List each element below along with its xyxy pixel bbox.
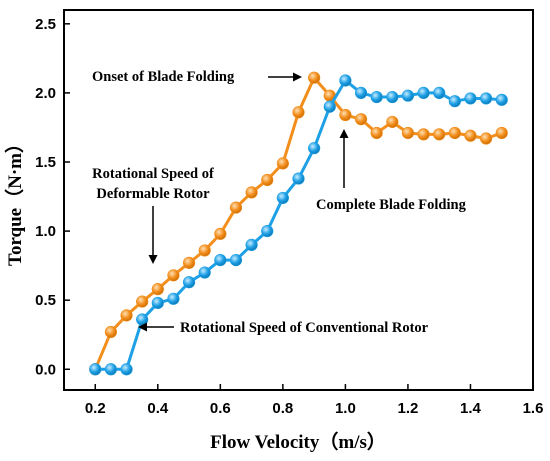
data-point-deformable: [480, 132, 493, 145]
data-point-deformable: [354, 113, 368, 126]
data-point-conventional: [214, 254, 227, 267]
data-point-deformable: [417, 128, 430, 141]
data-point-conventional: [151, 296, 164, 310]
x-tick-label: 1.2: [398, 400, 419, 417]
data-point-conventional: [308, 142, 321, 155]
data-point-conventional: [120, 363, 133, 376]
data-point-deformable: [261, 173, 274, 187]
data-point-deformable: [292, 106, 305, 119]
data-point-deformable: [214, 227, 227, 240]
y-tick-label: 2.5: [35, 16, 56, 33]
data-point-conventional: [339, 74, 352, 87]
annotation-complete-blade-folding: Complete Blade Folding: [316, 197, 467, 213]
y-tick-label: 0.0: [35, 361, 56, 378]
y-tick-label: 0.5: [35, 292, 56, 309]
x-tick-label: 1.0: [335, 400, 356, 417]
y-tick-label: 2.0: [35, 85, 56, 102]
data-point-conventional: [245, 238, 258, 252]
data-point-conventional: [182, 276, 196, 289]
x-tick-label: 0.6: [210, 400, 231, 417]
data-point-deformable: [308, 71, 321, 84]
x-tick-label: 0.8: [272, 400, 293, 417]
data-point-conventional: [354, 86, 368, 100]
annotation-deformable-line2: Deformable Rotor: [96, 186, 210, 202]
data-point-conventional: [261, 224, 274, 238]
series-deformable: [89, 71, 508, 376]
y-tick-label: 1.5: [35, 154, 56, 171]
data-point-conventional: [386, 90, 399, 104]
data-point-deformable: [136, 295, 149, 308]
data-point-conventional: [323, 100, 336, 113]
y-tick-label: 1.0: [35, 223, 56, 240]
x-tick-label: 0.2: [85, 400, 106, 417]
data-point-deformable: [339, 108, 352, 122]
y-axis-title: Torque（N·m）: [3, 134, 26, 266]
data-point-deformable: [448, 126, 461, 140]
data-point-conventional: [401, 89, 415, 102]
data-point-deformable: [370, 126, 383, 140]
data-point-deformable: [120, 309, 133, 322]
annotation-onset-blade-folding: Onset of Blade Folding: [92, 69, 235, 85]
data-point-deformable: [464, 129, 477, 142]
data-point-conventional: [433, 86, 446, 100]
plot-frame: [63, 9, 534, 391]
data-point-deformable: [276, 157, 289, 170]
data-point-conventional: [276, 191, 289, 205]
data-point-deformable: [401, 126, 415, 140]
data-point-deformable: [495, 126, 508, 140]
data-point-conventional: [464, 92, 477, 105]
data-point-deformable: [151, 283, 164, 296]
data-point-deformable: [198, 244, 211, 257]
data-point-deformable: [104, 325, 117, 339]
data-point-conventional: [136, 313, 149, 326]
axis-layer: 0.2 0.4 0.6 0.8 1.0 1.2 1.4 1.6 0.0 0.5 1.0 1.5 2.0 2…: [35, 16, 543, 417]
data-point-conventional: [448, 95, 461, 108]
data-point-deformable: [386, 115, 399, 129]
data-point-conventional: [417, 86, 430, 100]
data-point-deformable: [182, 256, 196, 269]
annotations: Onset of Blade Folding Rotational Speed …: [92, 69, 467, 336]
data-point-conventional: [104, 363, 117, 376]
data-point-conventional: [89, 363, 102, 376]
data-point-deformable: [167, 269, 180, 282]
data-point-deformable: [433, 128, 446, 141]
data-point-conventional: [370, 90, 383, 104]
x-tick-label: 1.6: [523, 400, 544, 417]
series-layer: [89, 71, 508, 376]
annotation-deformable-line1: Rotational Speed of: [92, 166, 214, 182]
data-point-conventional: [198, 266, 211, 279]
data-point-conventional: [480, 92, 493, 105]
x-axis-title: Flow Velocity（m/s）: [210, 430, 386, 453]
x-tick-label: 1.4: [460, 400, 482, 417]
data-point-conventional: [229, 254, 243, 267]
annotation-conventional-rotor: Rotational Speed of Conventional Rotor: [180, 320, 429, 336]
data-point-deformable: [229, 201, 243, 214]
data-point-conventional: [167, 292, 180, 305]
x-tick-label: 0.4: [147, 400, 169, 417]
data-point-conventional: [292, 172, 305, 185]
series-conventional: [89, 74, 508, 376]
data-point-conventional: [495, 93, 508, 106]
data-point-deformable: [245, 186, 258, 199]
